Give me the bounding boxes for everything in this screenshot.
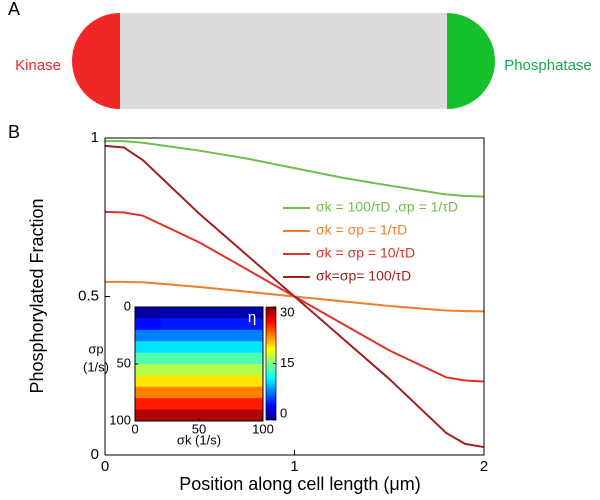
heatmap-cell [160,329,187,342]
heatmap-cell [135,341,162,354]
heatmap-cell [135,307,162,319]
heatmap-cell [237,329,264,342]
heatmap-cell [160,307,187,319]
heatmap-cell [160,386,187,399]
inset-y-tick-label: 0 [124,298,131,313]
heatmap-cell [237,375,264,388]
inset-x-tick-label: 50 [192,421,206,436]
x-tick-label: 2 [480,458,488,475]
heatmap-cell [211,386,238,399]
heatmap-cell [186,409,213,422]
heatmap-cell [237,318,264,331]
heatmap-cell [135,375,162,388]
legend-label: σk = σp = 10/τD [316,245,415,261]
kinase-label: Kinase [15,57,61,74]
heatmap-cell [160,364,187,376]
y-tick-label: 0.5 [78,287,99,304]
x-axis-label: Position along cell length (μm) [179,474,421,494]
inset-x-tick-label: 100 [252,421,274,436]
phosphatase-cap [447,13,495,109]
inset-x-label: σk (1/s) [177,432,221,447]
colorbar-tick-label: 0 [280,405,287,420]
heatmap-cell [160,352,187,365]
heatmap-cell [135,329,162,342]
heatmap-cell [211,375,238,388]
colorbar-tick-label: 15 [280,355,294,370]
heatmap-cell [237,352,264,365]
heatmap-cell [186,364,213,376]
heatmap-cell [237,307,264,319]
inset-y-tick-label: 50 [117,355,131,370]
heatmap-cell [135,386,162,399]
x-tick-label: 0 [101,458,109,475]
cell-body [120,13,447,109]
heatmap-cell [186,329,213,342]
phosphatase-label: Phosphatase [504,57,592,74]
heatmap-cell [186,318,213,331]
colorbar-label: η [248,309,256,326]
colorbar-tick-label: 30 [280,304,294,319]
y-tick-label: 1 [91,129,99,146]
heatmap-cell [237,341,264,354]
panel-label: B [8,122,20,142]
heatmap-cell [135,398,162,411]
kinase-cap [72,13,120,109]
heatmap-cell [186,375,213,388]
heatmap-cell [211,352,238,365]
heatmap-cell [160,398,187,411]
heatmap-cell [135,409,162,422]
heatmap-cell [160,375,187,388]
heatmap-cell [135,318,162,331]
heatmap-cell [186,352,213,365]
heatmap-cell [186,398,213,411]
heatmap-cell [211,409,238,422]
heatmap-cell [135,352,162,365]
inset-y-label: (1/s) [83,359,109,374]
heatmap-cell [211,329,238,342]
series-line [105,140,485,198]
heatmap-cell [237,409,264,422]
legend-label: σk = σp = 1/τD [316,222,407,238]
inset-x-tick-label: 0 [131,421,138,436]
heatmap-cell [237,364,264,376]
heatmap-cell [135,364,162,376]
heatmap-cell [211,318,238,331]
series-line [104,144,485,449]
heatmap-cell [160,318,187,331]
heatmap-cell [186,386,213,399]
x-tick-label: 1 [290,458,298,475]
y-tick-label: 0 [91,446,99,463]
heatmap-cell [237,398,264,411]
heatmap-cell [211,364,238,376]
inset-y-tick-label: 100 [109,412,131,427]
heatmap-cell [211,307,238,319]
heatmap-cell [211,341,238,354]
heatmap-cell [160,409,187,422]
heatmap-cell [211,398,238,411]
heatmap-cell [237,386,264,399]
inset-y-label: σp [88,341,103,356]
y-axis-label: Phosphorylated Fraction [27,198,47,393]
panel-label: A [8,0,20,19]
heatmap-cell [186,307,213,319]
heatmap-cell [160,341,187,354]
legend-label: σk=σp= 100/τD [316,268,411,284]
legend-label: σk = 100/τD ,σp = 1/τD [316,199,458,215]
heatmap-cell [186,341,213,354]
